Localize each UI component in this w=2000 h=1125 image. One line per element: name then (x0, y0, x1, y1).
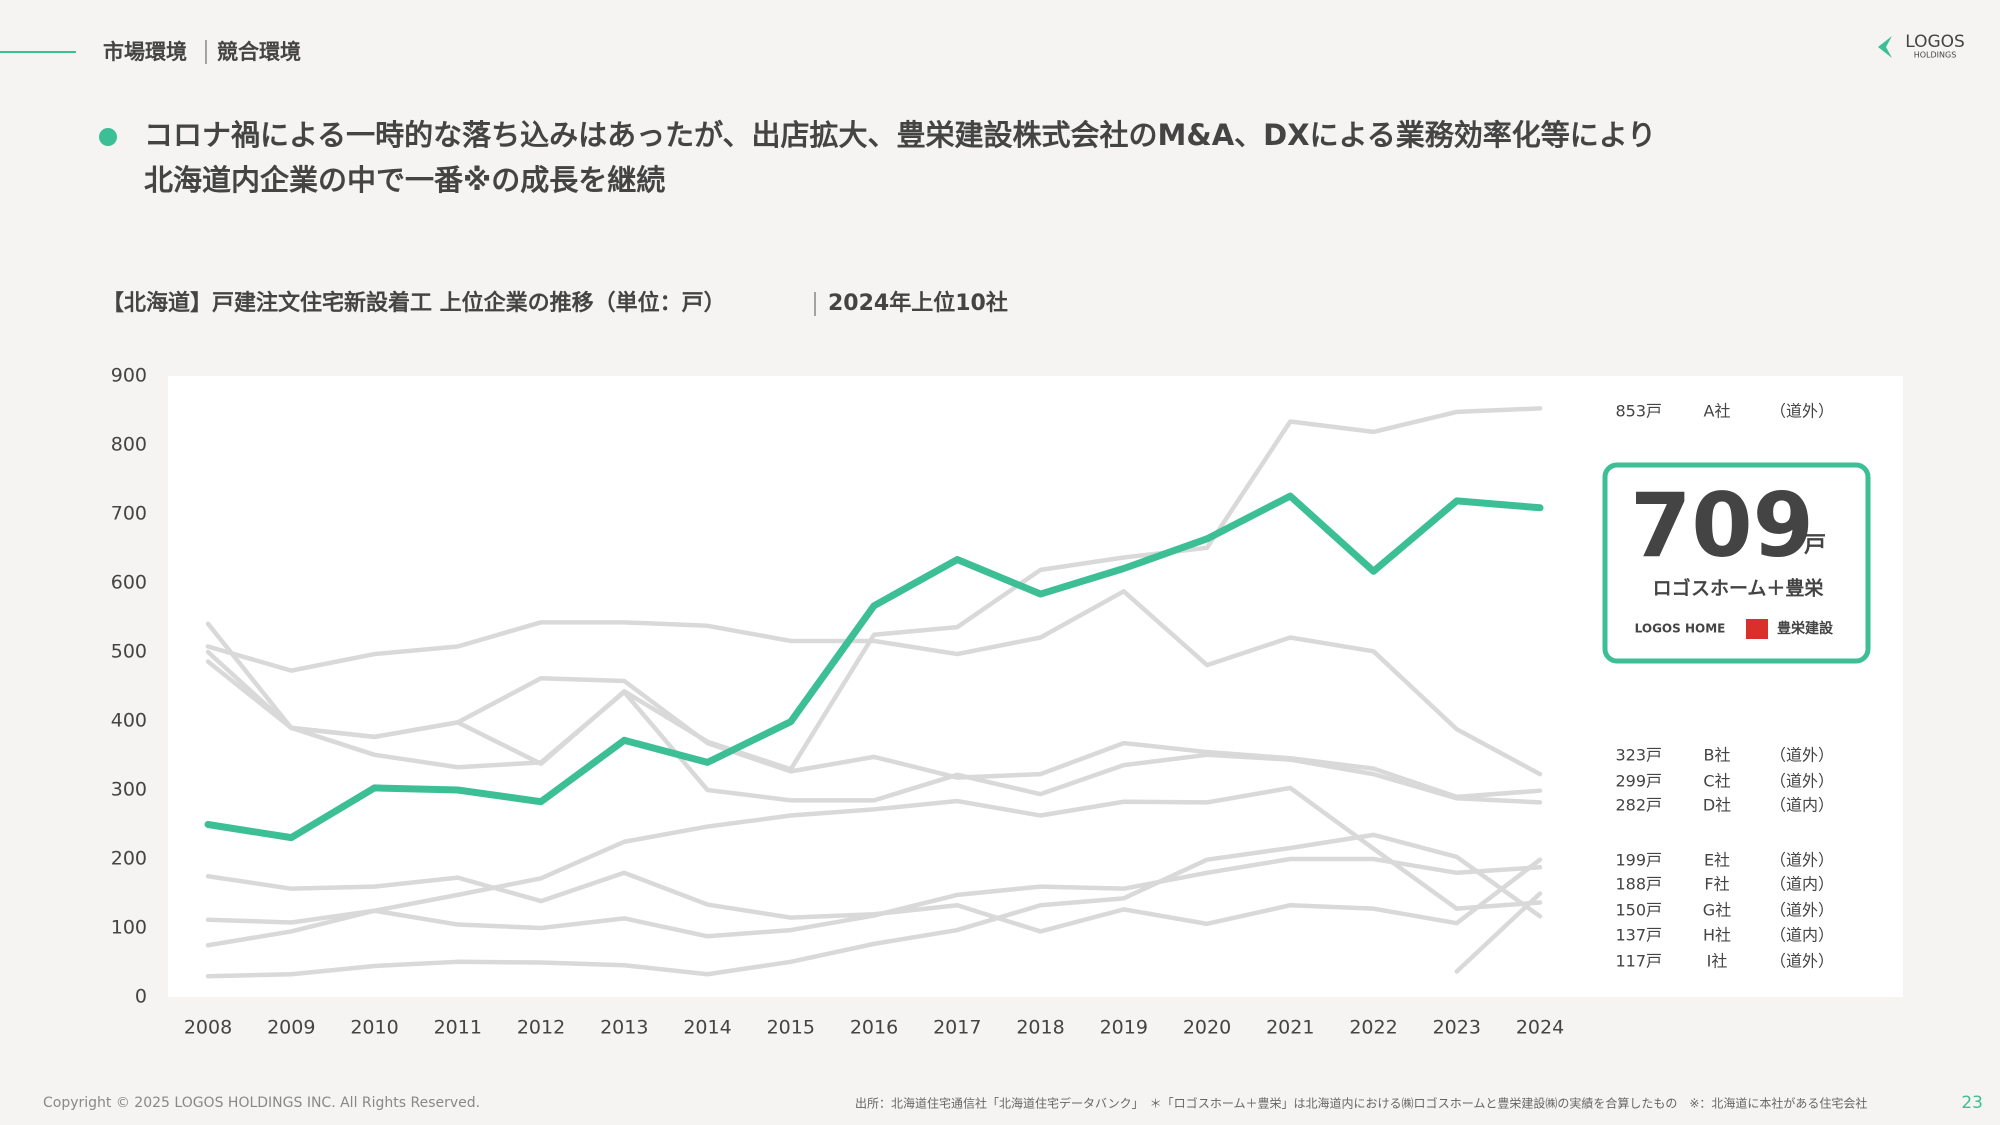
legend-region: （道外） (1770, 851, 1834, 870)
legend-region: （道外） (1770, 952, 1834, 971)
callout-value: 709 (1630, 474, 1814, 577)
x-tick-label: 2011 (434, 1017, 482, 1039)
end-value-label: 323戸 (1615, 746, 1662, 765)
callout-logo-mark (1746, 619, 1768, 639)
page-number: 23 (1961, 1093, 1983, 1113)
end-value-label: 282戸 (1615, 796, 1662, 815)
copyright: Copyright © 2025 LOGOS HOLDINGS INC. All… (43, 1095, 480, 1111)
end-value-label: 199戸 (1615, 851, 1662, 870)
series-line (205, 589, 1543, 777)
legend-name: F社 (1704, 875, 1729, 894)
legend-name: H社 (1703, 926, 1731, 945)
series-line (205, 785, 1543, 948)
y-tick-label: 100 (111, 917, 147, 939)
end-value-label: 853戸 (1615, 402, 1662, 421)
legend-name: D社 (1703, 796, 1731, 815)
x-tick-label: 2018 (1016, 1017, 1064, 1039)
callout-logo: 豊栄建設 (1777, 620, 1834, 637)
x-tick-label: 2010 (350, 1017, 398, 1039)
callout-name: ロゴスホーム＋豊栄 (1653, 577, 1825, 600)
y-tick-label: 900 (111, 365, 147, 387)
chart-subtitle: 2024年上位10社 (828, 290, 1008, 316)
legend-region: （道外） (1770, 901, 1834, 920)
bullet (99, 128, 117, 146)
x-tick-label: 2013 (600, 1017, 648, 1039)
x-tick-label: 2019 (1100, 1017, 1148, 1039)
chart-title: 【北海道】戸建注文住宅新設着工 上位企業の推移（単位：戸） (102, 290, 726, 316)
x-tick-label: 2015 (767, 1017, 815, 1039)
legend-region: （道外） (1770, 746, 1834, 765)
y-tick-label: 0 (135, 986, 147, 1008)
source-note: 出所：北海道住宅通信社「北海道住宅データバンク」 ＊「ロゴスホーム＋豊栄」は北海… (855, 1096, 1867, 1111)
callout-unit: 戸 (1804, 533, 1826, 558)
end-value-label: 150戸 (1615, 901, 1662, 920)
x-tick-label: 2008 (184, 1017, 232, 1039)
x-tick-label: 2016 (850, 1017, 898, 1039)
x-tick-label: 2020 (1183, 1017, 1231, 1039)
x-tick-label: 2022 (1349, 1017, 1397, 1039)
legend-name: C社 (1703, 772, 1730, 791)
end-value-label: 188戸 (1615, 875, 1662, 894)
legend-name: B社 (1704, 746, 1731, 765)
y-tick-label: 700 (111, 503, 147, 525)
y-tick-label: 300 (111, 779, 147, 801)
legend-region: （道内） (1770, 796, 1834, 815)
headline-line: 北海道内企業の中で一番※の成長を継続 (144, 163, 665, 197)
y-tick-label: 600 (111, 572, 147, 594)
series-line (205, 659, 1543, 800)
x-tick-label: 2024 (1516, 1017, 1564, 1039)
end-value-label: 137戸 (1615, 926, 1662, 945)
series-line (205, 832, 1543, 979)
x-tick-label: 2017 (933, 1017, 981, 1039)
legend-name: A社 (1704, 402, 1731, 421)
x-tick-label: 2012 (517, 1017, 565, 1039)
series-line (205, 649, 1543, 805)
legend-region: （道外） (1770, 772, 1834, 791)
x-tick-label: 2023 (1433, 1017, 1481, 1039)
highlight-line (204, 492, 1544, 842)
legend-region: （道内） (1770, 875, 1834, 894)
y-tick-label: 800 (111, 434, 147, 456)
callout-logo: LOGOS HOME (1635, 622, 1726, 636)
legend-name: G社 (1703, 901, 1731, 920)
series-line (205, 856, 1543, 939)
legend-name: E社 (1704, 851, 1730, 870)
end-value-label: 299戸 (1615, 772, 1662, 791)
headline-line: コロナ禍による一時的な落ち込みはあったが、出店拡大、豊栄建設株式会社のM&A、D… (144, 118, 1656, 152)
y-tick-label: 400 (111, 710, 147, 732)
x-tick-label: 2009 (267, 1017, 315, 1039)
logo-text: LOGOS (1905, 32, 1965, 52)
legend-region: （道内） (1770, 926, 1834, 945)
logo-sub: HOLDINGS (1914, 51, 1957, 60)
callout-box (1602, 462, 1871, 664)
header-section: 市場環境 (103, 40, 187, 64)
y-tick-label: 500 (111, 641, 147, 663)
y-tick-label: 200 (111, 848, 147, 870)
header-topic: 競合環境 (217, 40, 301, 64)
legend-name: I社 (1707, 952, 1728, 971)
x-tick-label: 2021 (1266, 1017, 1314, 1039)
legend-region: （道外） (1770, 402, 1834, 421)
x-tick-label: 2014 (683, 1017, 731, 1039)
logo-mark (1878, 36, 1892, 58)
end-value-label: 117戸 (1615, 952, 1662, 971)
